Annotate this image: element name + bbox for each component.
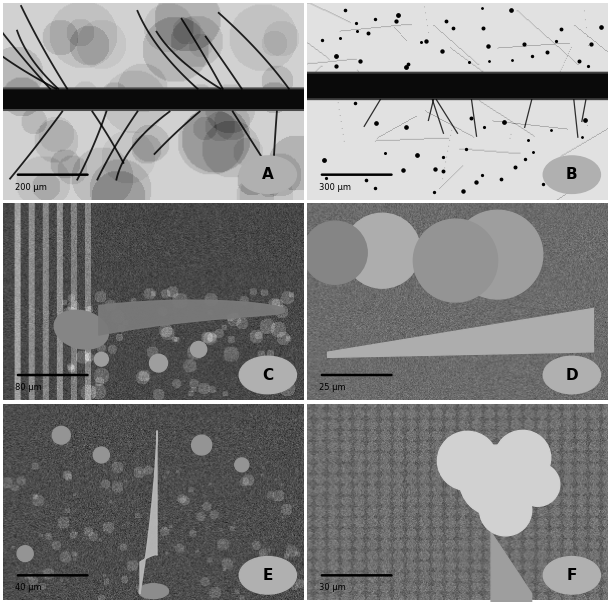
Text: 30 μm: 30 μm — [319, 583, 346, 593]
Circle shape — [94, 352, 108, 366]
Circle shape — [240, 356, 296, 394]
Circle shape — [494, 430, 551, 486]
Circle shape — [543, 557, 601, 594]
Circle shape — [543, 356, 601, 394]
Circle shape — [17, 546, 33, 562]
Circle shape — [344, 213, 420, 288]
Text: 25 μm: 25 μm — [319, 383, 346, 392]
Text: F: F — [566, 568, 577, 583]
Text: E: E — [263, 568, 273, 583]
Circle shape — [235, 458, 249, 472]
Circle shape — [543, 156, 601, 193]
Circle shape — [240, 156, 296, 193]
Circle shape — [52, 426, 70, 444]
Circle shape — [303, 221, 367, 284]
Text: 40 μm: 40 μm — [15, 583, 42, 593]
Circle shape — [240, 557, 296, 594]
Ellipse shape — [139, 583, 169, 599]
Circle shape — [516, 463, 560, 506]
Circle shape — [480, 484, 532, 536]
Circle shape — [437, 431, 497, 490]
Circle shape — [414, 219, 497, 302]
Text: 300 μm: 300 μm — [319, 182, 351, 191]
Text: D: D — [566, 367, 578, 382]
Circle shape — [150, 355, 167, 372]
Circle shape — [453, 210, 543, 299]
Text: 200 μm: 200 μm — [15, 182, 47, 191]
Circle shape — [192, 435, 211, 455]
Text: C: C — [262, 367, 274, 382]
Circle shape — [191, 341, 207, 357]
Text: 80 μm: 80 μm — [15, 383, 42, 392]
Text: A: A — [262, 167, 274, 182]
Text: B: B — [566, 167, 577, 182]
Circle shape — [93, 447, 109, 463]
Ellipse shape — [54, 310, 108, 349]
Circle shape — [459, 445, 532, 516]
